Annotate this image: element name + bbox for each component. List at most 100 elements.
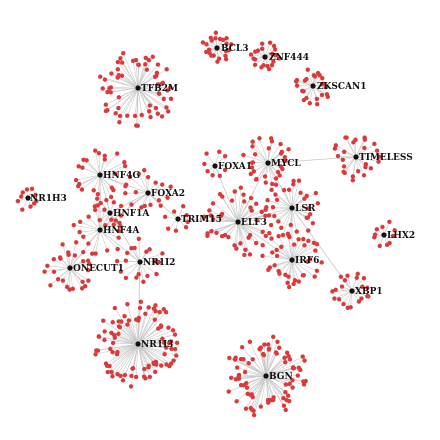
leaf-node (250, 139, 255, 144)
leaf-node (287, 398, 292, 404)
leaf-node (241, 192, 246, 197)
leaf-edge (260, 375, 267, 407)
leaf-node (210, 173, 215, 178)
leaf-node (160, 251, 165, 256)
leaf-node (93, 251, 98, 256)
leaf-node (125, 113, 130, 118)
leaf-node (338, 274, 344, 280)
leaf-node (103, 361, 109, 366)
leaf-edge (210, 215, 239, 223)
leaf-node (150, 54, 155, 60)
leaf-node (269, 187, 274, 192)
leaf-node (153, 180, 158, 185)
leaf-edge (252, 359, 267, 377)
leaf-node (271, 43, 277, 49)
leaf-node (248, 52, 254, 57)
leaf-node (108, 85, 114, 90)
leaf-node (270, 181, 275, 187)
leaf-edge (265, 207, 293, 211)
leaf-node (143, 55, 148, 61)
leaf-node (312, 74, 318, 79)
leaf-node (80, 165, 85, 170)
leaf-node (102, 157, 107, 162)
leaf-node (312, 274, 317, 279)
leaf-node (317, 72, 322, 78)
leaf-node (152, 317, 157, 322)
leaf-edge (137, 64, 140, 89)
leaf-node (250, 144, 255, 149)
leaf-node (117, 220, 122, 226)
leaf-edge (265, 360, 305, 377)
leaf-edge (132, 343, 139, 369)
leaf-node (267, 265, 273, 270)
leaf-node (86, 278, 91, 283)
leaf-node (259, 65, 264, 70)
leaf-edge (109, 343, 139, 367)
leaf-node (210, 201, 216, 206)
leaf-node (319, 81, 325, 87)
leaf-edge (137, 87, 169, 112)
leaf-node (214, 230, 219, 235)
leaf-node (311, 240, 317, 246)
leaf-node (368, 166, 374, 171)
leaf-edge (350, 290, 353, 308)
leaf-node (279, 244, 284, 249)
leaf-node (248, 195, 254, 201)
leaf-edge (76, 174, 101, 181)
leaf-node (246, 235, 251, 240)
leaf-node (200, 40, 206, 45)
hub-node-foxa1 (212, 163, 218, 169)
leaf-node (96, 150, 102, 156)
leaf-edge (291, 192, 301, 209)
hub-node-hnf4a (97, 227, 103, 233)
leaf-node (336, 297, 342, 302)
hub-label-nr1h3: NR1H3 (30, 194, 67, 204)
leaf-node (374, 227, 380, 232)
leaf-edge (104, 339, 139, 345)
leaf-node (387, 219, 392, 224)
leaf-edge (309, 85, 314, 104)
leaf-edge (88, 229, 101, 244)
leaf-node (255, 48, 261, 53)
leaf-node (267, 40, 273, 45)
leaf-edge (110, 87, 139, 93)
leaf-node (292, 242, 297, 247)
leaf-node (226, 389, 231, 394)
hub-label-mycl: MYCL (271, 159, 301, 169)
leaf-node (185, 219, 190, 225)
leaf-edge (245, 375, 267, 409)
leaf-node (301, 236, 306, 242)
leaf-node (160, 336, 165, 341)
leaf-node (183, 225, 189, 230)
leaf-node (282, 155, 288, 160)
leaf-node (335, 153, 341, 159)
leaf-node (257, 136, 262, 141)
leaf-node (300, 354, 305, 359)
leaf-node (276, 219, 281, 224)
leaf-node (292, 278, 298, 283)
leaf-node (362, 145, 367, 151)
leaf-node (238, 185, 244, 190)
leaf-node (114, 258, 120, 264)
leaf-node (355, 271, 360, 277)
leaf-node (306, 206, 311, 211)
leaf-edge (69, 251, 84, 269)
leaf-edge (99, 229, 119, 238)
leaf-node (283, 158, 288, 163)
leaf-node (302, 196, 307, 201)
leaf-node (20, 190, 25, 195)
leaf-node (268, 222, 274, 228)
leaf-node (213, 36, 218, 41)
leaf-node (275, 169, 281, 175)
leaf-node (319, 260, 324, 265)
leaf-node (377, 243, 382, 249)
leaf-node (152, 369, 158, 375)
hub-label-xbp1: XBP1 (355, 287, 383, 297)
leaf-node (60, 242, 65, 247)
leaf-node (269, 236, 274, 241)
leaf-node (24, 187, 30, 192)
leaf-node (96, 334, 101, 339)
leaf-node (276, 233, 281, 239)
leaf-node (136, 315, 142, 321)
